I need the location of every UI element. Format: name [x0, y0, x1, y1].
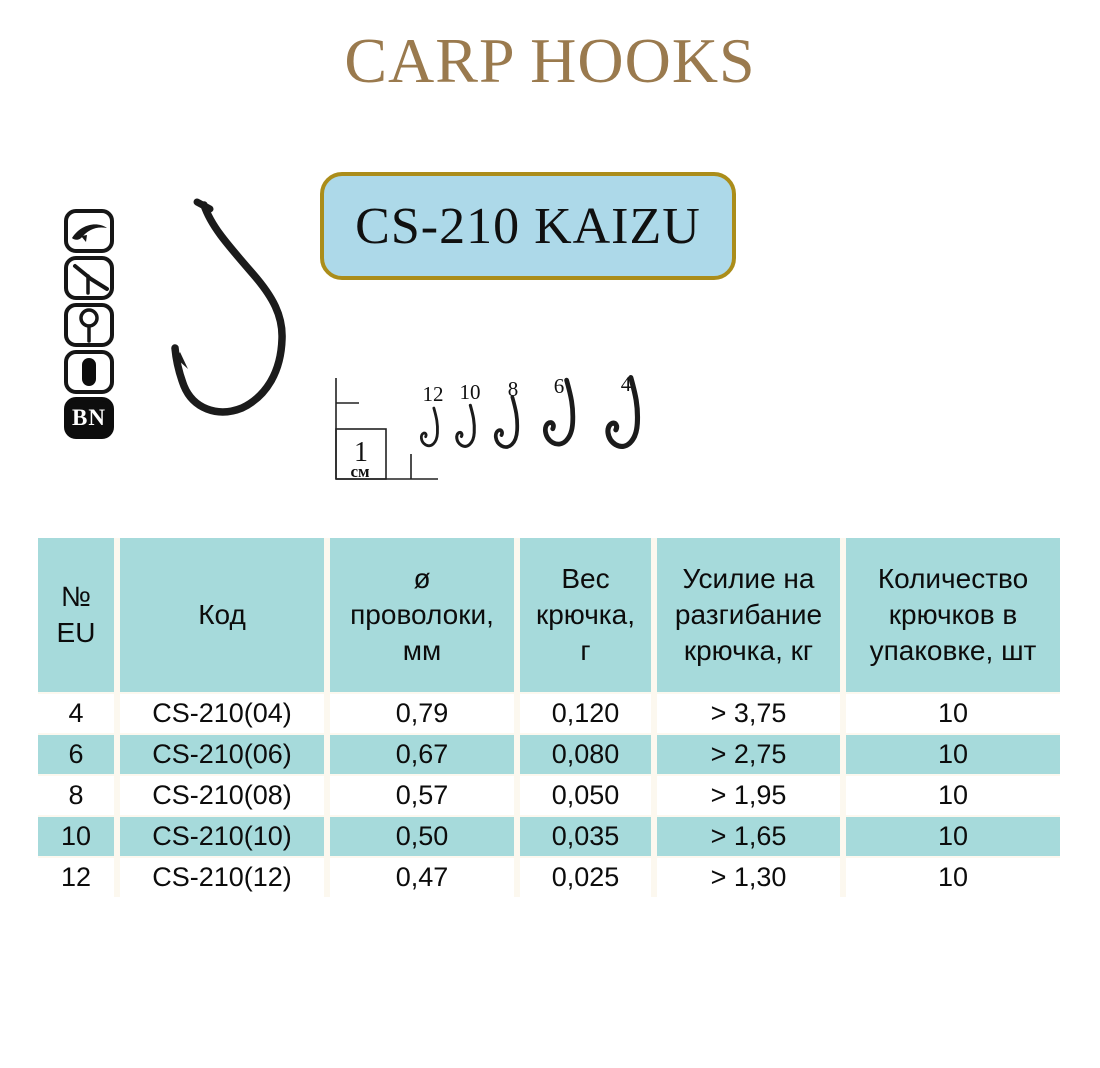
th-line: Вес: [561, 563, 610, 594]
th-straightening-force: Усилие на разгибание крючка, кг: [657, 538, 840, 692]
table-cell: > 2,75: [657, 735, 840, 774]
th-line: №: [60, 581, 92, 612]
table-cell: CS-210(06): [120, 735, 324, 774]
table-cell: 0,050: [520, 776, 651, 815]
scale-frame: 1 см: [335, 378, 438, 481]
size-label-10: 10: [460, 380, 481, 404]
ring-eye-icon: [64, 303, 114, 347]
size-label-12: 12: [423, 382, 444, 406]
table-cell: 6: [38, 735, 114, 774]
th-number-eu: № EU: [38, 538, 114, 692]
th-line: крючка, кг: [683, 635, 814, 666]
page-title: CARP HOOKS: [344, 25, 756, 96]
th-line: крючков в: [888, 599, 1018, 630]
needle-point-glyph: [73, 264, 109, 295]
th-line: г: [580, 635, 591, 666]
table-cell: > 1,30: [657, 858, 840, 897]
table-cell: 0,50: [330, 817, 514, 856]
hook-size-12: [419, 406, 439, 448]
model-badge-label: CS-210 KAIZU: [355, 197, 701, 255]
hook-size-scale-diagram: 1 см 12 10 8 6 4: [335, 372, 690, 481]
table-cell: 10: [846, 858, 1060, 897]
scale-unit: см: [350, 462, 370, 481]
th-line: ø: [413, 563, 431, 594]
table-cell: CS-210(04): [120, 694, 324, 733]
th-line: Код: [198, 599, 246, 630]
barb-pill-icon: [64, 350, 114, 394]
table-cell: 0,080: [520, 735, 651, 774]
ring-eye-glyph: [79, 308, 99, 343]
th-line: крючка,: [535, 599, 635, 630]
th-wire-diameter: ø проволоки, мм: [330, 538, 514, 692]
table-cell: 8: [38, 776, 114, 815]
th-code: Код: [120, 538, 324, 692]
hook-feature-icons: BN: [64, 209, 114, 442]
table-cell: > 3,75: [657, 694, 840, 733]
th-hook-weight: Вес крючка, г: [520, 538, 651, 692]
table-cell: 0,67: [330, 735, 514, 774]
table-cell: CS-210(08): [120, 776, 324, 815]
size-label-8: 8: [508, 377, 519, 401]
bn-label: BN: [72, 405, 106, 430]
table-cell: > 1,95: [657, 776, 840, 815]
barb-pill-glyph: [82, 358, 96, 386]
table-cell: 10: [846, 776, 1060, 815]
table-cell: 0,120: [520, 694, 651, 733]
table-cell: 0,79: [330, 694, 514, 733]
curved-point-glyph: [72, 224, 107, 242]
table-cell: 10: [846, 735, 1060, 774]
th-line: упаковке, шт: [869, 635, 1037, 666]
spec-table: № EU Код ø проволоки, мм Вес крючка, г У…: [38, 538, 1060, 897]
table-cell: CS-210(12): [120, 858, 324, 897]
table-cell: 10: [846, 694, 1060, 733]
table-cell: > 1,65: [657, 817, 840, 856]
th-line: проволоки,: [350, 599, 494, 630]
th-line: мм: [402, 635, 442, 666]
hook-size-10: [455, 403, 476, 448]
needle-point-icon: [64, 256, 114, 300]
th-line: EU: [56, 617, 96, 648]
table-cell: 0,57: [330, 776, 514, 815]
th-line: разгибание: [674, 599, 823, 630]
bn-finish-badge: BN: [64, 397, 114, 439]
curved-point-icon: [64, 209, 114, 253]
table-cell: 0,035: [520, 817, 651, 856]
th-line: Усилие на: [682, 563, 815, 594]
model-badge: CS-210 KAIZU: [320, 172, 736, 280]
table-cell: 4: [38, 694, 114, 733]
size-label-4: 4: [621, 372, 632, 396]
hook-size-8: [493, 395, 520, 449]
th-pack-quantity: Количество крючков в упаковке, шт: [846, 538, 1060, 692]
table-cell: 0,025: [520, 858, 651, 897]
table-cell: 10: [846, 817, 1060, 856]
size-label-6: 6: [554, 374, 565, 398]
table-cell: CS-210(10): [120, 817, 324, 856]
scale-value: 1: [354, 437, 368, 468]
table-cell: 12: [38, 858, 114, 897]
large-hook-illustration: [171, 198, 286, 416]
table-cell: 0,47: [330, 858, 514, 897]
th-line: Количество: [877, 563, 1029, 594]
table-cell: 10: [38, 817, 114, 856]
